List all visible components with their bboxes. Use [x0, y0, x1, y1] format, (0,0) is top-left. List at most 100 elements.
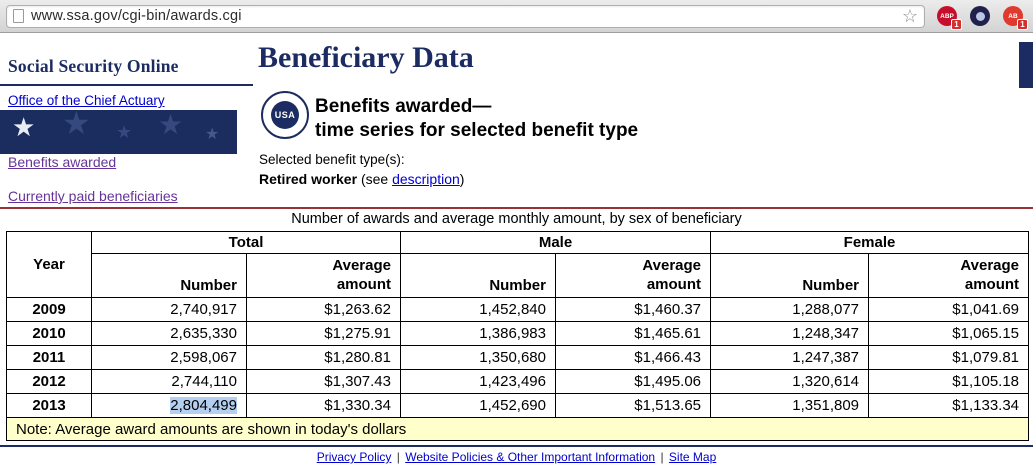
table-row: 2009 2,740,917 $1,263.62 1,452,840 $1,46… — [6, 297, 1030, 322]
content-heading: Benefits awarded— time series for select… — [315, 95, 638, 143]
star-icon: ★ — [62, 110, 91, 141]
sidebar-item-currently-paid[interactable]: Currently paid beneficiaries — [8, 188, 178, 204]
star-banner: ★ ★ ★ ★ ★ — [0, 110, 237, 154]
table-row: 2013 2,804,499 $1,330.34 1,452,690 $1,51… — [6, 393, 1030, 418]
female-average-cell: $1,065.15 — [868, 321, 1030, 346]
heading-line-2: time series for selected benefit type — [315, 120, 639, 141]
group-header-total: Total — [91, 231, 401, 254]
year-cell: 2010 — [6, 321, 92, 346]
star-icon: ★ — [116, 122, 133, 142]
column-header-number: Number — [400, 253, 556, 298]
footer-rule — [0, 445, 1033, 447]
female-number-cell: 1,351,809 — [710, 393, 870, 418]
male-average-cell: $1,465.61 — [554, 321, 712, 346]
selected-text: 2,804,499 — [170, 397, 237, 414]
total-average-cell: $1,307.43 — [246, 369, 401, 394]
star-icon: ★ — [205, 126, 220, 143]
benefit-type-line: Retired worker (see description) — [259, 171, 464, 187]
table-row: 2010 2,635,330 $1,275.91 1,386,983 $1,46… — [6, 321, 1030, 346]
adblock-label: AB — [1008, 12, 1018, 20]
total-number-cell: 2,598,067 — [91, 345, 247, 370]
selected-benefit-label: Selected benefit type(s): — [259, 152, 405, 167]
adblock-plus-label: ABP — [940, 12, 954, 20]
awards-table: Year Total Male Female Number Average am… — [5, 231, 1030, 441]
ghostery-glyph — [975, 11, 985, 21]
ghostery-icon[interactable] — [970, 6, 990, 26]
male-average-cell: $1,460.37 — [554, 297, 712, 322]
male-number-cell: 1,452,690 — [400, 393, 556, 418]
table-caption: Number of awards and average monthly amo… — [291, 211, 742, 227]
footer-separator: | — [396, 450, 400, 464]
browser-chrome: www.ssa.gov/cgi-bin/awards.cgi ☆ ABP 1 AB… — [0, 0, 1033, 33]
total-number-cell: 2,744,110 — [91, 369, 247, 394]
extension-badge: 1 — [1017, 19, 1028, 30]
star-icon: ★ — [12, 112, 36, 142]
ssa-seal: USA — [261, 91, 309, 139]
ssa-seal-core: USA — [271, 101, 299, 129]
column-header-average-amount: Average amount — [246, 253, 401, 298]
female-average-cell: $1,133.34 — [868, 393, 1030, 418]
table-note-row: Note: Average award amounts are shown in… — [5, 417, 1030, 441]
corner-decoration — [1019, 42, 1033, 88]
male-number-cell: 1,350,680 — [400, 345, 556, 370]
site-name: Social Security Online — [8, 56, 179, 76]
section-rule — [0, 207, 1033, 209]
adblock-icon[interactable]: AB 1 — [1003, 6, 1028, 30]
female-number-cell: 1,320,614 — [710, 369, 870, 394]
male-average-cell: $1,466.43 — [554, 345, 712, 370]
sidebar-item-benefits-awarded[interactable]: Benefits awarded — [8, 154, 117, 170]
benefit-type: Retired worker — [259, 171, 358, 187]
column-header-number: Number — [91, 253, 247, 298]
extension-icons: ABP 1 AB 1 — [937, 6, 1028, 30]
table-row: 2012 2,744,110 $1,307.43 1,423,496 $1,49… — [6, 369, 1030, 394]
male-average-cell: $1,513.65 — [554, 393, 712, 418]
column-header-average-amount: Average amount — [554, 253, 712, 298]
extension-badge: 1 — [951, 19, 962, 30]
total-number-cell: 2,635,330 — [91, 321, 247, 346]
page-title: Beneficiary Data — [258, 41, 474, 74]
column-header-number: Number — [710, 253, 870, 298]
total-average-cell: $1,263.62 — [246, 297, 401, 322]
header-rule — [0, 84, 253, 86]
adblock-plus-icon[interactable]: ABP 1 — [937, 6, 962, 30]
privacy-policy-link[interactable]: Privacy Policy — [316, 450, 392, 464]
table-row: 2011 2,598,067 $1,280.81 1,350,680 $1,46… — [6, 345, 1030, 370]
footer: Privacy Policy | Website Policies & Othe… — [0, 450, 1033, 464]
female-number-cell: 1,248,347 — [710, 321, 870, 346]
total-number-cell: 2,740,917 — [91, 297, 247, 322]
male-number-cell: 1,452,840 — [400, 297, 556, 322]
female-number-cell: 1,247,387 — [710, 345, 870, 370]
table-note: Note: Average award amounts are shown in… — [5, 417, 1030, 441]
year-cell: 2009 — [6, 297, 92, 322]
heading-line-1: Benefits awarded— — [315, 96, 492, 117]
office-of-chief-actuary-link[interactable]: Office of the Chief Actuary — [8, 93, 165, 108]
group-header-female: Female — [710, 231, 1030, 254]
female-average-cell: $1,105.18 — [868, 369, 1030, 394]
description-link[interactable]: description — [392, 171, 460, 187]
website-policies-link[interactable]: Website Policies & Other Important Infor… — [405, 450, 656, 464]
year-cell: 2011 — [6, 345, 92, 370]
total-average-cell: $1,330.34 — [246, 393, 401, 418]
address-bar[interactable]: www.ssa.gov/cgi-bin/awards.cgi ☆ — [6, 4, 925, 28]
page-favicon-icon — [13, 9, 24, 23]
url-text[interactable]: www.ssa.gov/cgi-bin/awards.cgi — [31, 8, 242, 24]
footer-separator: | — [660, 450, 664, 464]
total-average-cell: $1,280.81 — [246, 345, 401, 370]
see-open-text: (see — [360, 171, 389, 187]
group-header-male: Male — [399, 231, 712, 254]
male-number-cell: 1,386,983 — [400, 321, 556, 346]
bookmark-star-icon[interactable]: ☆ — [901, 6, 918, 26]
page: Social Security Online Beneficiary Data … — [0, 33, 1033, 475]
total-number-cell-selected[interactable]: 2,804,499 — [91, 393, 247, 418]
star-icon: ★ — [158, 110, 184, 140]
column-header-year: Year — [6, 231, 92, 298]
male-average-cell: $1,495.06 — [554, 369, 712, 394]
column-header-average-amount: Average amount — [868, 253, 1030, 298]
total-average-cell: $1,275.91 — [246, 321, 401, 346]
see-close-text: ) — [459, 171, 465, 187]
site-map-link[interactable]: Site Map — [668, 450, 717, 464]
male-number-cell: 1,423,496 — [400, 369, 556, 394]
female-average-cell: $1,079.81 — [868, 345, 1030, 370]
female-average-cell: $1,041.69 — [868, 297, 1030, 322]
year-cell: 2012 — [6, 369, 92, 394]
